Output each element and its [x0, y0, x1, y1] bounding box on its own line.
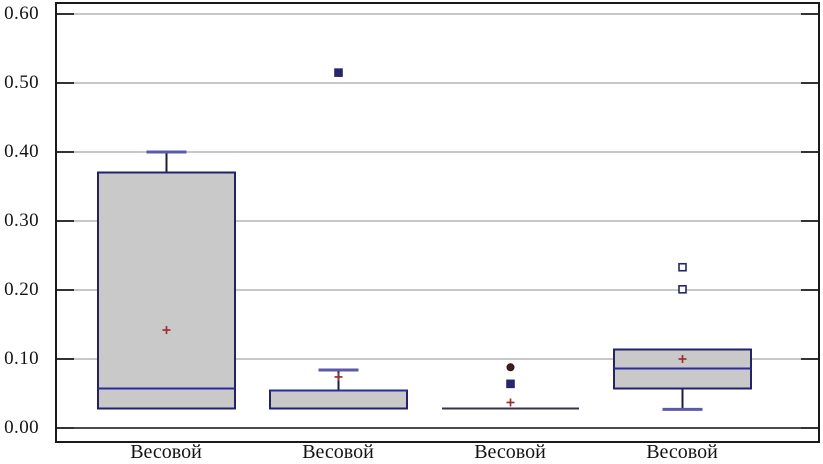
y-axis-tick-label: 0.60	[4, 3, 39, 24]
outlier-square-marker	[334, 68, 343, 77]
y-axis-tick-label: 0.40	[4, 141, 39, 162]
y-axis-tick-label: 0.30	[4, 210, 39, 231]
x-axis-category-label: Весовой	[302, 441, 374, 463]
y-axis-tick-label: 0.20	[4, 279, 39, 300]
outlier-circle-marker	[506, 363, 515, 372]
y-axis-tick-label: 0.10	[4, 348, 39, 369]
y-axis-tick-label: 0.00	[4, 417, 39, 438]
plot-frame	[55, 2, 820, 443]
outlier-square-marker	[506, 379, 515, 389]
x-axis-category-label: Весовой	[474, 441, 546, 463]
x-axis-category-label: Весовой	[646, 441, 718, 463]
outlier-square-marker	[678, 285, 687, 294]
x-axis-category-label: Весовой	[130, 441, 202, 463]
outlier-square-marker	[678, 262, 687, 272]
y-axis-tick-label: 0.50	[4, 72, 39, 93]
box-rect	[97, 171, 236, 410]
box-rect	[269, 389, 408, 410]
